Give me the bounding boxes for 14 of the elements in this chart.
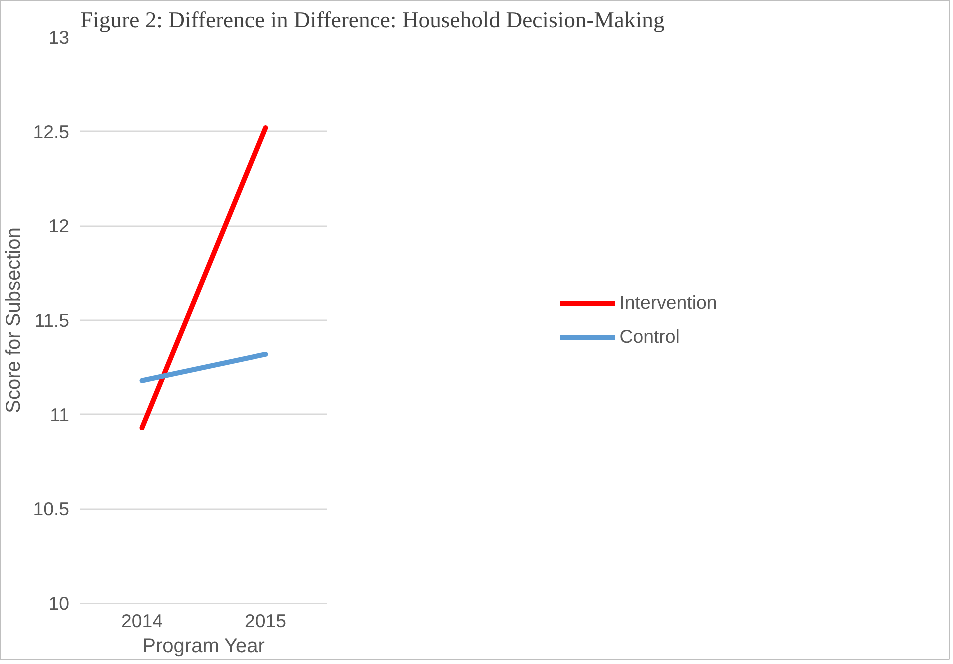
y-axis-title: Score for Subsection	[3, 228, 26, 414]
chart-title: Figure 2: Difference in Difference: Household Decision-Making	[80, 8, 665, 32]
y-tick-label: 11.5	[34, 310, 70, 331]
y-tick-label: 13	[48, 27, 70, 48]
y-tick-label: 12.5	[33, 121, 70, 142]
y-tick-label: 10	[48, 593, 70, 614]
y-tick-label: 11	[50, 404, 70, 426]
legend-label: Control	[620, 326, 680, 348]
x-axis-title: Program Year	[142, 636, 266, 658]
y-tick-label: 12	[48, 216, 70, 237]
x-tick-label: 2015	[245, 610, 287, 632]
legend-label: Intervention	[620, 292, 718, 314]
x-tick-label: 2014	[122, 610, 164, 632]
y-tick-label: 10.5	[33, 498, 70, 520]
